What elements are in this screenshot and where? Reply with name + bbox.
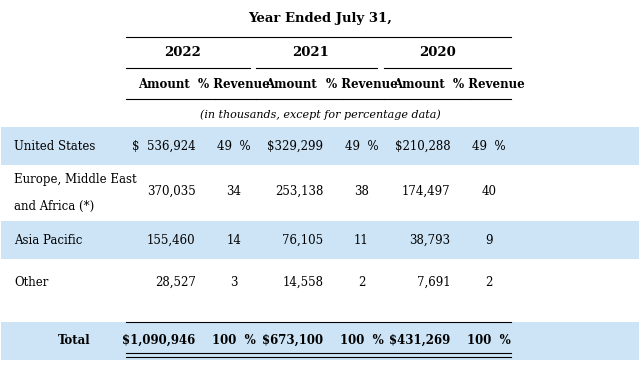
Text: 76,105: 76,105 (282, 234, 323, 247)
Text: 14: 14 (227, 234, 241, 247)
Text: 28,527: 28,527 (155, 275, 196, 288)
Text: $1,090,946: $1,090,946 (122, 334, 196, 347)
Text: (in thousands, except for percentage data): (in thousands, except for percentage dat… (200, 110, 440, 120)
Text: 2021: 2021 (292, 46, 329, 59)
Text: Amount: Amount (266, 78, 317, 91)
Text: $210,288: $210,288 (395, 140, 451, 153)
Text: Total: Total (58, 334, 91, 347)
Text: 2020: 2020 (419, 46, 456, 59)
Text: Amount: Amount (138, 78, 189, 91)
Text: $329,299: $329,299 (267, 140, 323, 153)
Text: 11: 11 (354, 234, 369, 247)
Text: $  536,924: $ 536,924 (132, 140, 196, 153)
Text: Amount: Amount (393, 78, 445, 91)
Text: Asia Pacific: Asia Pacific (14, 234, 83, 247)
Text: 100  %: 100 % (467, 334, 511, 347)
Text: % Revenue: % Revenue (198, 78, 270, 91)
Text: 9: 9 (485, 234, 493, 247)
Text: 370,035: 370,035 (147, 185, 196, 197)
Text: 2022: 2022 (164, 46, 202, 59)
Text: 7,691: 7,691 (417, 275, 451, 288)
Text: 2: 2 (485, 275, 493, 288)
Text: 155,460: 155,460 (147, 234, 196, 247)
Text: 3: 3 (230, 275, 237, 288)
Text: and Africa (*): and Africa (*) (14, 201, 94, 214)
Text: 38,793: 38,793 (410, 234, 451, 247)
Text: 100  %: 100 % (340, 334, 383, 347)
Text: Year Ended July 31,: Year Ended July 31, (248, 12, 392, 25)
Text: 100  %: 100 % (212, 334, 256, 347)
Text: $673,100: $673,100 (262, 334, 323, 347)
Text: 40: 40 (481, 185, 497, 197)
Text: 2: 2 (358, 275, 365, 288)
Text: Europe, Middle East: Europe, Middle East (14, 173, 137, 186)
Text: 49  %: 49 % (472, 140, 506, 153)
Text: 253,138: 253,138 (275, 185, 323, 197)
Text: Other: Other (14, 275, 49, 288)
Text: 49  %: 49 % (344, 140, 378, 153)
Text: % Revenue: % Revenue (326, 78, 397, 91)
Text: % Revenue: % Revenue (453, 78, 525, 91)
Text: 38: 38 (354, 185, 369, 197)
Text: 49  %: 49 % (217, 140, 251, 153)
Text: 14,558: 14,558 (282, 275, 323, 288)
Text: 34: 34 (227, 185, 241, 197)
Text: $431,269: $431,269 (389, 334, 451, 347)
Text: 174,497: 174,497 (402, 185, 451, 197)
Text: United States: United States (14, 140, 95, 153)
